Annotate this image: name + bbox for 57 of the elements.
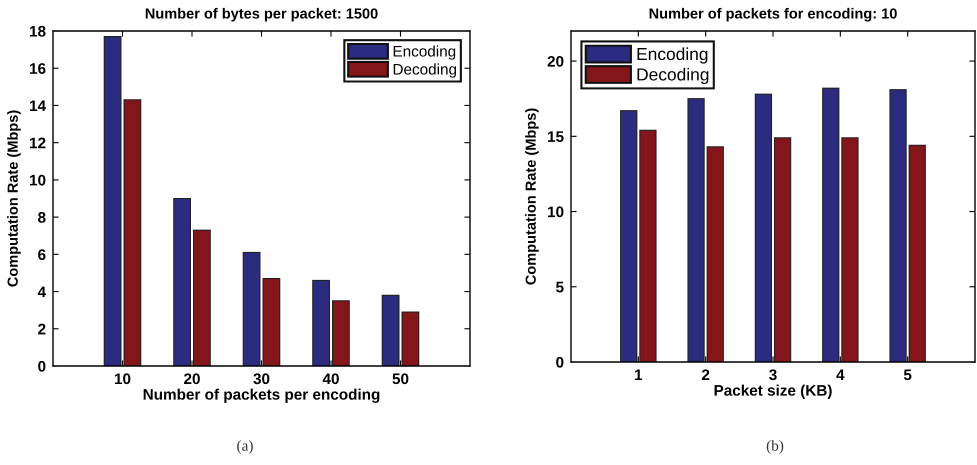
bar — [774, 137, 792, 362]
text: (a) — [237, 440, 253, 454]
bar — [402, 311, 420, 366]
y-tick-label: 2 — [38, 324, 46, 334]
bar — [332, 300, 350, 366]
bar — [841, 137, 859, 362]
bar — [193, 230, 211, 366]
bar — [262, 278, 280, 366]
y-tick-label: 8 — [38, 212, 46, 223]
bar — [639, 130, 657, 362]
x-tick-label: 50 — [392, 373, 408, 384]
legend-label: Encoding — [394, 45, 456, 60]
legend-label: Decoding — [394, 63, 456, 78]
x-tick-label: 2 — [702, 369, 710, 380]
legend-label: Decoding — [638, 68, 708, 84]
legend-label: Encoding — [638, 47, 708, 64]
bar — [104, 36, 122, 366]
bar — [173, 198, 191, 366]
bar — [312, 280, 330, 366]
bar — [706, 146, 724, 362]
bar — [620, 110, 638, 362]
y-tick-label: 10 — [548, 206, 564, 218]
bar — [242, 252, 260, 366]
y-tick-label: 12 — [30, 138, 46, 148]
y-axis-title: Computation Rate (Mbps) — [7, 110, 21, 287]
bar — [889, 89, 907, 362]
x-tick-label: 10 — [114, 373, 130, 384]
y-tick-label: 16 — [30, 63, 46, 74]
y-tick-label: 4 — [38, 286, 46, 298]
x-tick-label: 3 — [769, 369, 777, 380]
bar — [687, 98, 705, 362]
y-tick-label: 20 — [548, 56, 564, 67]
y-tick-label: 10 — [30, 174, 46, 186]
text: (b) — [766, 440, 784, 454]
x-tick-label: 4 — [836, 370, 844, 380]
x-tick-label: 5 — [904, 370, 912, 380]
y-tick-label: 14 — [30, 100, 46, 111]
y-tick-label: 6 — [38, 249, 46, 260]
bar — [822, 88, 840, 362]
chart-title: Number of packets for encoding: 10 — [650, 8, 897, 22]
x-tick-label: 1 — [635, 370, 642, 380]
y-axis-title: Computation Rate (Mbps) — [525, 108, 539, 285]
x-axis-title: Packet size (KB) — [714, 384, 832, 399]
x-tick-label: 30 — [253, 373, 270, 384]
x-tick-label: 40 — [322, 373, 339, 384]
y-tick-label: 0 — [38, 360, 46, 372]
bar — [124, 99, 142, 366]
y-tick-label: 18 — [30, 26, 46, 37]
y-tick-label: 15 — [548, 131, 564, 142]
bar — [908, 144, 926, 362]
y-tick-label: 0 — [556, 356, 564, 368]
x-axis-title: Number of packets per encoding — [144, 388, 380, 403]
bar — [382, 294, 400, 366]
chart-title: Number of bytes per packet: 1500 — [146, 8, 378, 22]
y-tick-label: 5 — [556, 282, 564, 292]
bar — [754, 94, 772, 362]
x-tick-label: 20 — [184, 373, 200, 384]
